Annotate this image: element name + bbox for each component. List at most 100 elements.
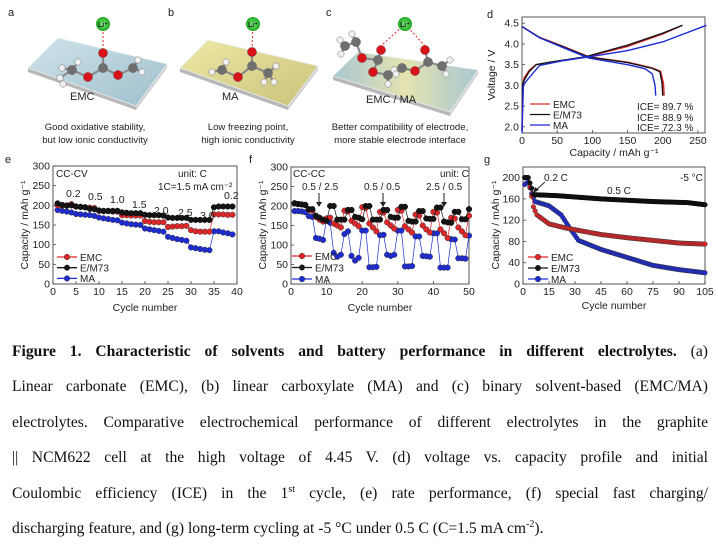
series-em73-point — [323, 217, 330, 224]
caption-text: cycle, (e) rate performance, (f) special… — [295, 484, 708, 502]
series-em73-point — [525, 175, 531, 181]
series-em73-point — [401, 203, 408, 210]
y-tick-label: 4.0 — [504, 38, 519, 50]
atom-C — [437, 61, 447, 71]
figure-caption: Figure 1. Characteristic of solvents and… — [12, 334, 708, 546]
rate-label: 0.2 — [66, 188, 81, 200]
atom-H — [58, 64, 66, 72]
y-tick-label: 200 — [32, 200, 50, 212]
series-ma-point — [330, 249, 337, 256]
series-em73-point — [465, 206, 473, 213]
y-tick-label: 50 — [38, 259, 50, 271]
series-emc-point — [366, 220, 373, 227]
rate-label: 0.2 — [224, 190, 239, 202]
y-tick-label: 0 — [44, 279, 50, 291]
series-emc-point — [206, 228, 213, 235]
x-tick-label: 100 — [584, 135, 602, 147]
x-tick-label: 10 — [93, 286, 105, 298]
legend-label: EMC — [553, 100, 575, 111]
legend-marker — [63, 253, 71, 261]
series-em73-point — [309, 206, 316, 213]
schematic-caption: high ionic conductivity — [201, 135, 295, 146]
series-em73-point — [229, 203, 236, 210]
atom-O — [233, 72, 243, 82]
series-ma-point — [362, 227, 369, 234]
y-axis-label: Capacity / mAh g⁻¹ — [19, 180, 31, 269]
x-tick-label: 30 — [392, 286, 404, 298]
caption-line: Linear carbonate (EMC), (b) linear carbo… — [12, 378, 708, 396]
legend-marker — [534, 253, 542, 261]
series-emc-point — [702, 241, 708, 247]
electrode-edge — [136, 64, 167, 110]
x-tick-label: 0 — [288, 286, 294, 298]
panel-label-f: f — [249, 154, 253, 166]
legend-marker — [63, 264, 71, 271]
schematic-caption: more stable electrode interface — [334, 135, 466, 146]
x-tick-label: 15 — [543, 286, 555, 298]
schematic-panel-c — [332, 17, 479, 116]
legend-label: MA — [80, 274, 95, 285]
atom-O — [98, 48, 108, 58]
atom-O — [247, 47, 257, 57]
series-em73-point — [462, 216, 469, 223]
chart-e — [52, 165, 238, 285]
rate-label: 1.5 — [132, 199, 147, 211]
lithium-ion-label: Li⁺ — [400, 22, 410, 29]
panel-label-a: a — [8, 7, 15, 19]
series-em73-point — [529, 185, 535, 191]
atom-H — [270, 78, 278, 86]
series-ma-point — [408, 263, 416, 270]
atom-H — [138, 68, 146, 76]
atom-C — [397, 63, 407, 73]
y-tick-label: 160 — [502, 193, 520, 205]
series-ma-point — [348, 252, 355, 259]
legend-marker — [298, 264, 306, 271]
schematic-caption: Low freezing point, — [208, 122, 289, 133]
x-tick-label: 40 — [231, 286, 243, 298]
arrow-head-icon — [380, 202, 386, 207]
electrode-surface — [179, 39, 319, 107]
x-tick-label: 90 — [673, 286, 685, 298]
chart-annotation: CC-CC — [293, 169, 325, 180]
arrow-head-icon — [533, 187, 539, 193]
arrow-head-icon — [316, 202, 322, 207]
solvent-label: EMC — [70, 91, 95, 103]
chart-annotation: 2.5 / 0.5 — [426, 182, 463, 193]
atom-H — [59, 80, 67, 88]
atom-H — [442, 70, 450, 78]
atom-H — [74, 58, 82, 66]
y-tick-label: 150 — [270, 220, 288, 232]
x-tick-label: 20 — [356, 286, 368, 298]
series-em73-point — [455, 208, 462, 215]
ice-emc-label: ICE= 89.7 % — [637, 102, 694, 113]
legend-label: EMC — [315, 252, 337, 263]
x-tick-label: 0 — [50, 286, 56, 298]
x-tick-label: 200 — [654, 135, 672, 147]
y-tick-label: 0 — [514, 279, 520, 291]
arrow-head-icon — [441, 202, 447, 207]
series-em73-point — [430, 215, 437, 222]
y-tick-label: 50 — [276, 259, 288, 271]
x-tick-label: 50 — [463, 286, 475, 298]
x-tick-label: 5 — [73, 286, 79, 298]
legend-label: E/M73 — [315, 263, 344, 274]
x-axis-label: Cycle number — [582, 300, 647, 312]
legend-marker — [534, 264, 542, 272]
atom-H — [272, 62, 280, 70]
x-tick-label: 30 — [569, 286, 581, 298]
series-ma-point — [183, 237, 190, 244]
rate-label: 1.0 — [110, 194, 125, 206]
schematic-panel-b — [179, 17, 319, 110]
panel-label-c: c — [326, 7, 332, 19]
y-tick-label: 2.0 — [504, 121, 519, 133]
atom-O — [83, 72, 93, 82]
y-tick-label: 300 — [270, 162, 288, 174]
y-tick-label: 100 — [32, 239, 50, 251]
lithium-ion-icon — [398, 17, 412, 31]
plot-frame — [522, 166, 706, 285]
solvent-label: EMC / MA — [366, 94, 417, 106]
y-tick-label: 0 — [282, 279, 288, 291]
chart-f — [290, 166, 473, 285]
series-emc-point — [373, 228, 380, 235]
x-tick-label: 105 — [696, 286, 714, 298]
